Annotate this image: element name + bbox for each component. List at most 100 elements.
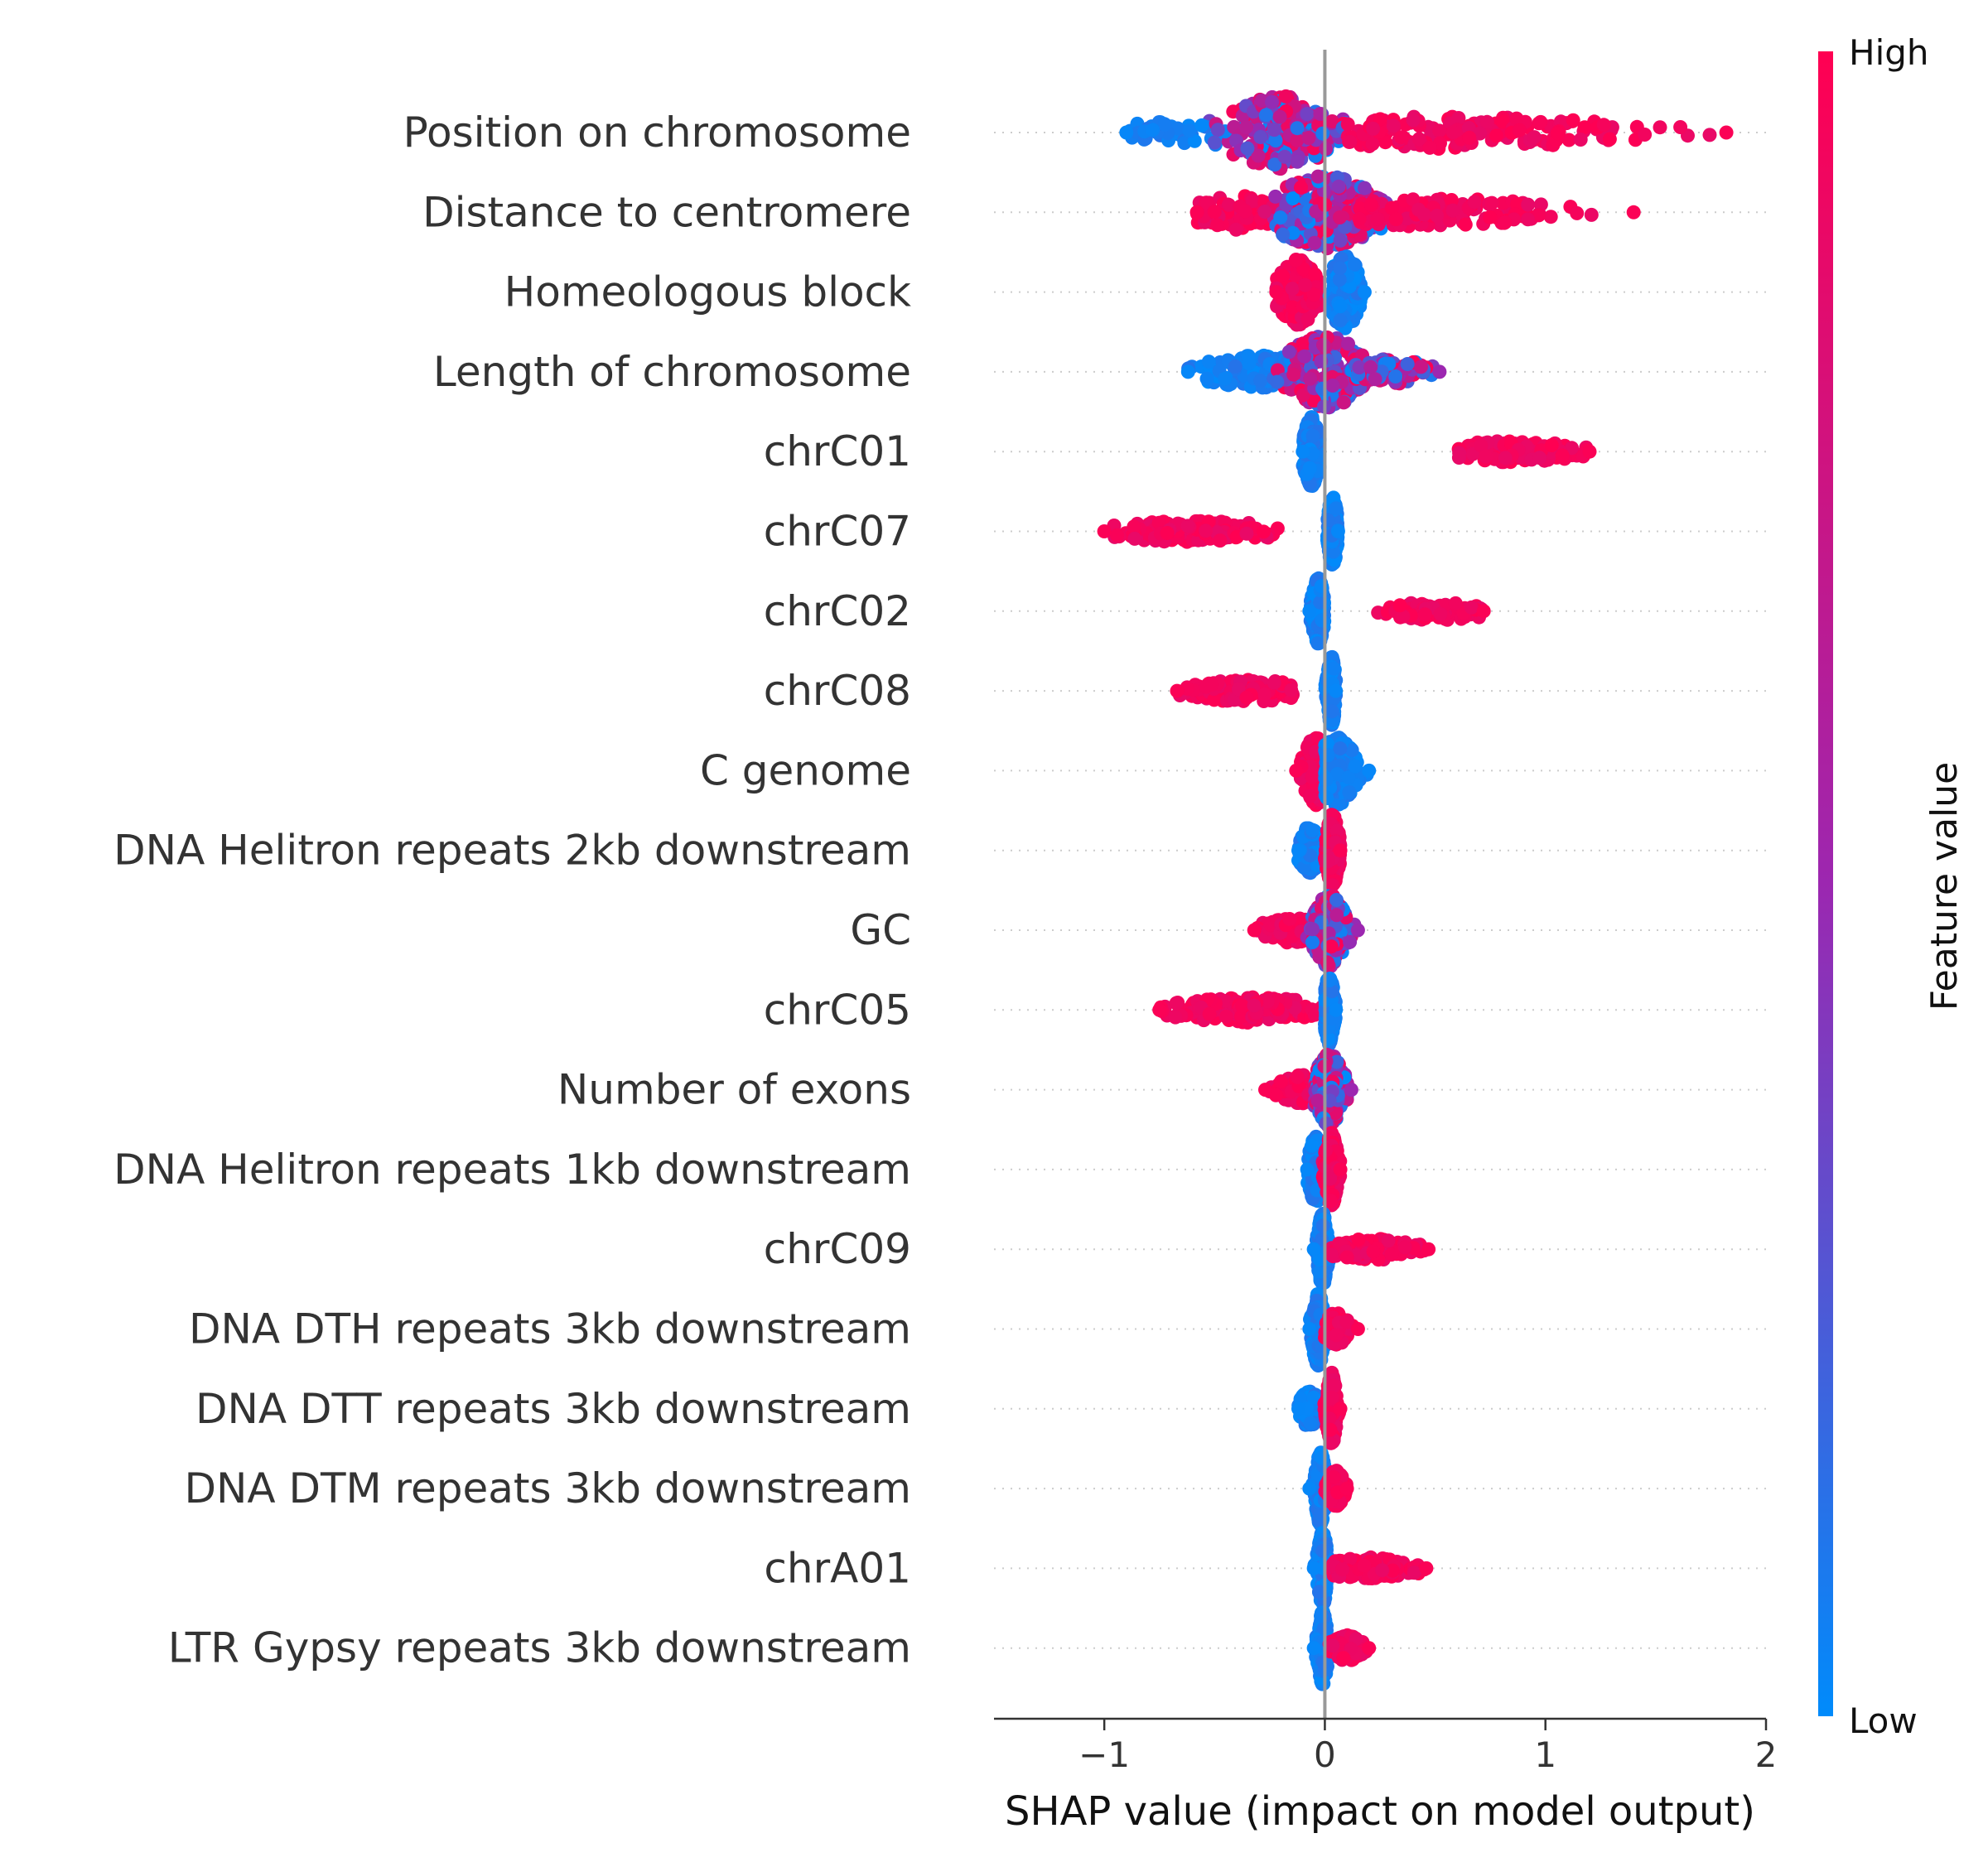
data-point [1720, 126, 1734, 140]
data-point [1194, 118, 1209, 133]
data-point [1259, 108, 1273, 122]
data-point [1202, 355, 1216, 369]
data-point [1146, 123, 1160, 137]
data-point [1305, 769, 1319, 784]
data-point [1364, 198, 1378, 212]
data-point [1282, 912, 1296, 926]
data-point [1320, 791, 1334, 805]
data-point [1513, 123, 1527, 137]
data-point [1200, 372, 1214, 386]
data-point [1394, 130, 1408, 144]
data-point [1300, 107, 1314, 121]
data-point [1190, 205, 1204, 220]
data-point [1267, 123, 1281, 137]
data-point [1363, 360, 1378, 374]
data-point [1627, 205, 1641, 220]
data-point [1127, 532, 1141, 546]
points-layer [1098, 89, 1734, 1691]
data-point [1110, 528, 1124, 543]
data-point [1703, 128, 1717, 142]
data-point [1289, 253, 1303, 268]
data-point [1414, 359, 1428, 374]
data-point [1434, 607, 1448, 621]
beeswarm-chrc07 [1098, 490, 1345, 572]
data-point [1211, 123, 1225, 137]
data-point [1333, 210, 1347, 224]
data-point [1127, 519, 1141, 533]
data-point [1257, 687, 1271, 702]
data-point [1556, 448, 1570, 462]
data-point [1311, 170, 1325, 184]
data-point [1341, 337, 1355, 351]
data-point [1247, 999, 1261, 1013]
data-point [1412, 132, 1426, 146]
beeswarm-chrc01 [1296, 410, 1596, 493]
data-point [1303, 789, 1317, 803]
data-point [1459, 218, 1473, 232]
data-point [1521, 212, 1535, 226]
data-point [1219, 1010, 1233, 1024]
data-point [1401, 357, 1415, 371]
data-point [1483, 210, 1497, 224]
beeswarm-chrc02 [1302, 572, 1490, 651]
data-point [1532, 451, 1546, 465]
data-point [1362, 764, 1376, 778]
data-point [1358, 181, 1372, 195]
data-point [1253, 130, 1267, 144]
data-point [1366, 122, 1380, 136]
data-point [1331, 524, 1345, 538]
data-point [1296, 445, 1310, 459]
data-point [1119, 126, 1133, 140]
data-point [1170, 684, 1185, 698]
data-point [1333, 299, 1347, 313]
data-point [1603, 133, 1617, 147]
data-point [1371, 212, 1385, 226]
beeswarm-chrc05 [1152, 972, 1343, 1052]
beeswarm-chrc08 [1170, 650, 1344, 732]
data-point [1343, 935, 1357, 949]
data-point [1303, 372, 1317, 386]
beeswarm-dna-helitron-repeats-2kb-downstream [1291, 808, 1348, 892]
data-point [1329, 684, 1343, 698]
data-point [1182, 123, 1196, 137]
data-point [1583, 445, 1597, 459]
data-point [1286, 368, 1300, 382]
data-point [1269, 285, 1283, 299]
data-point [1242, 349, 1256, 363]
data-point [1098, 524, 1112, 538]
data-point [1291, 121, 1305, 135]
data-point [1286, 282, 1300, 296]
data-point [1320, 955, 1334, 969]
data-point [1228, 359, 1242, 374]
data-point [1334, 843, 1348, 857]
data-point [1306, 429, 1320, 443]
data-point [1270, 375, 1284, 389]
data-point [1342, 785, 1356, 799]
data-point [1366, 137, 1380, 151]
data-point [1329, 908, 1344, 922]
data-point [1462, 131, 1476, 145]
data-point [1477, 604, 1491, 618]
data-point [1290, 133, 1304, 147]
beeswarm-c-genome [1289, 731, 1376, 813]
data-point [1315, 614, 1329, 628]
data-point [1181, 519, 1195, 533]
data-point [1325, 379, 1339, 393]
data-point [1351, 924, 1365, 938]
data-point [1446, 125, 1460, 139]
data-point [1333, 261, 1347, 275]
data-point [1315, 127, 1329, 141]
data-point [1673, 120, 1687, 134]
data-point [1294, 181, 1308, 195]
data-point [1240, 691, 1254, 705]
data-point [1418, 607, 1432, 621]
data-point [1407, 113, 1421, 128]
data-point [1358, 285, 1372, 299]
data-point [1273, 110, 1287, 124]
data-point [1578, 120, 1592, 134]
data-point [1341, 118, 1355, 132]
data-point [1210, 218, 1224, 232]
data-point [1278, 150, 1292, 164]
data-point [1305, 935, 1320, 949]
data-point [1343, 135, 1357, 149]
